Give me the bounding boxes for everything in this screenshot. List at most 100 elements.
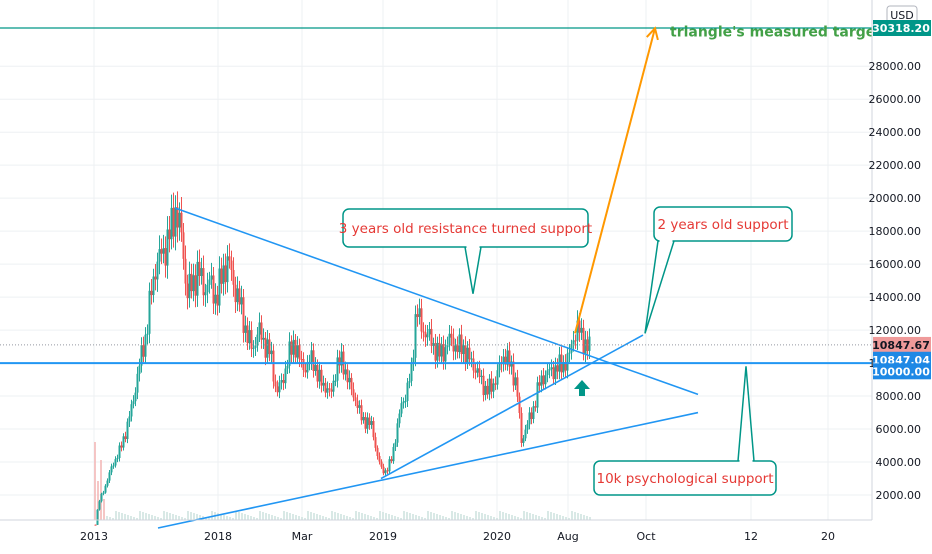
candle-body (250, 330, 253, 349)
candle-body (442, 344, 445, 362)
candle-body (406, 382, 409, 401)
projection-arrowhead (646, 26, 659, 41)
candle-body (286, 365, 289, 369)
volume-bar (331, 511, 333, 520)
candle-body (132, 401, 135, 405)
volume-bar (562, 516, 564, 520)
candle-body (214, 294, 217, 304)
candle-body (344, 369, 347, 375)
x-tick-label: Aug (557, 530, 578, 543)
volume-bar (241, 513, 243, 520)
volume-bar (547, 511, 549, 520)
volume-bar (160, 518, 162, 520)
candle-body (506, 350, 509, 365)
volume-bar (118, 512, 120, 520)
candle-body (240, 297, 243, 305)
candle-body (212, 275, 215, 304)
candle-body (358, 405, 361, 408)
candle-body (174, 207, 177, 237)
candle-body (192, 275, 195, 292)
candle-body (322, 382, 325, 386)
volume-bar (307, 511, 309, 520)
candle-body (160, 249, 163, 254)
volume-bar (259, 511, 261, 520)
volume-bar (427, 511, 429, 520)
candle-body (510, 361, 513, 367)
candle-body (210, 275, 213, 280)
candle-body (564, 362, 567, 371)
volume-bar (466, 516, 468, 520)
candle-body (166, 229, 169, 266)
candle-body (446, 344, 449, 348)
volume-bar (100, 460, 102, 520)
x-tick-label: Oct (636, 530, 656, 543)
x-tick-label: 2019 (369, 530, 397, 543)
volume-bar (181, 517, 183, 520)
candle-body (230, 260, 233, 271)
candle-body (178, 212, 181, 228)
candle-body (520, 412, 523, 443)
candle-body (546, 370, 549, 376)
candle-body (396, 423, 399, 443)
candle-body (578, 320, 581, 333)
candle-body (512, 361, 515, 386)
candle-body (470, 358, 473, 360)
price-badge-label: 10847.67 (872, 339, 930, 352)
candle-body (386, 470, 389, 472)
candle-body (188, 273, 191, 299)
y-tick-label: 16000.00 (869, 258, 922, 271)
volume-bar (226, 516, 228, 520)
candle-body (552, 367, 555, 380)
candle-body (150, 290, 153, 296)
candle-body (268, 339, 271, 355)
volume-bar (511, 515, 513, 520)
volume-bar (256, 518, 258, 520)
callout-box (653, 206, 793, 242)
trendline-rising-support-upper (380, 334, 644, 480)
candle-body (530, 412, 533, 420)
volume-bar (139, 511, 141, 520)
candle-body (140, 345, 143, 366)
candle-body (198, 261, 201, 277)
candle-body (200, 268, 203, 277)
annotation-text: 10k psychological support (596, 471, 773, 487)
volume-bar (151, 515, 153, 520)
candle-body (346, 369, 349, 383)
volume-bar (490, 516, 492, 520)
candle-body (126, 421, 129, 440)
volume-bar (445, 517, 447, 520)
candle-body (260, 322, 263, 340)
projection-arrow (574, 28, 656, 334)
candle-body (314, 365, 317, 372)
candle-body (144, 334, 147, 357)
volume-bar (433, 513, 435, 520)
volume-bar (514, 516, 516, 520)
volume-bar (580, 514, 582, 520)
candle-body (256, 334, 259, 346)
candle-body (262, 337, 265, 340)
volume-bar (244, 514, 246, 520)
volume-bar (382, 512, 384, 520)
candle-body (120, 445, 123, 448)
candle-body (258, 322, 261, 335)
candle-body (490, 378, 493, 392)
volume-bar (97, 481, 99, 520)
volume-bar (292, 514, 294, 520)
volume-bar (544, 518, 546, 520)
volume-bar (238, 512, 240, 520)
volume-bar (199, 515, 201, 520)
volume-bar (298, 516, 300, 520)
candle-body (302, 359, 305, 371)
candle-body (418, 308, 421, 317)
volume-bar (364, 514, 366, 520)
candle-body (468, 347, 471, 360)
candle-body (310, 350, 313, 362)
candle-body (102, 492, 105, 494)
candle-body (486, 385, 489, 395)
candle-body (388, 459, 391, 472)
volume-bar (148, 514, 150, 520)
price-axis-bg (872, 0, 932, 550)
y-tick-label: 18000.00 (869, 225, 922, 238)
candle-body (318, 369, 321, 382)
candle-body (362, 416, 365, 421)
